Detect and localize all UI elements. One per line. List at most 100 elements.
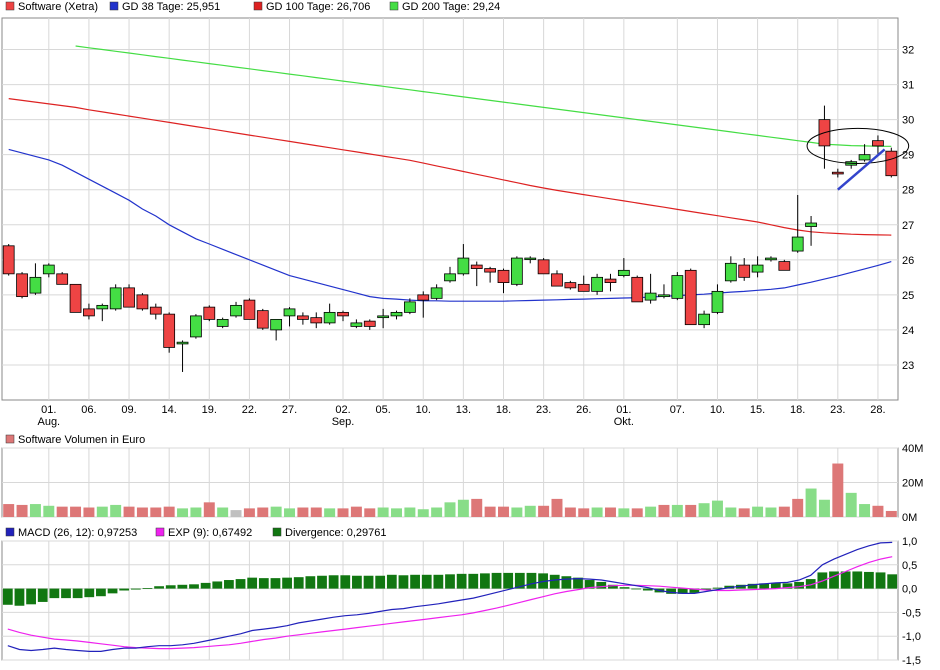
divergence-bar-68 — [794, 581, 804, 589]
candle-body-36 — [484, 268, 497, 273]
divergence-bar-5 — [61, 588, 71, 599]
divergence-bar-42 — [491, 572, 502, 589]
volume-bar-4 — [56, 506, 68, 517]
divergence-bar-33 — [386, 574, 397, 589]
price-legend-label-0: Software (Xetra) — [18, 1, 98, 13]
volume-bar-36 — [484, 506, 496, 517]
candle-body-42 — [564, 282, 577, 289]
candle-body-7 — [96, 304, 109, 310]
candle-body-34 — [457, 257, 470, 275]
candle-body-58 — [778, 261, 791, 271]
divergence-bar-39 — [456, 573, 467, 589]
price-month-label-1: Sep. — [332, 416, 355, 428]
gd100-line — [8, 98, 892, 236]
candle-body-28 — [377, 315, 390, 319]
candle-body-45 — [604, 278, 617, 283]
candle-body-13 — [176, 341, 189, 345]
price-panel-frame — [1, 17, 899, 401]
gd38-line — [8, 148, 892, 302]
volume-bar-3 — [43, 505, 55, 517]
macd-legend-swatch-1 — [155, 527, 165, 537]
volume-bar-44 — [591, 507, 603, 517]
volume-bar-33 — [444, 502, 456, 517]
volume-bar-32 — [431, 507, 443, 517]
divergence-bar-60 — [701, 588, 711, 591]
volume-bar-5 — [70, 506, 82, 517]
divergence-bar-23 — [270, 578, 281, 589]
volume-bar-20 — [270, 506, 282, 517]
divergence-bar-17 — [200, 582, 211, 589]
price-xtick-label-4: 19. — [202, 404, 217, 416]
divergence-bar-21 — [247, 577, 258, 589]
price-xtick-label-0: 01. — [41, 404, 56, 416]
volume-bar-61 — [818, 499, 830, 517]
divergence-bar-4 — [49, 588, 60, 599]
macd-ytick-label-2: 0,0 — [902, 584, 917, 596]
candle-body-55 — [738, 264, 751, 278]
divergence-bar-6 — [72, 588, 83, 599]
candle-body-27 — [363, 320, 376, 327]
candle-body-35 — [470, 264, 483, 269]
price-xtick-label-12: 23. — [536, 404, 551, 416]
volume-bar-65 — [872, 505, 884, 517]
price-ytick-label-1: 31 — [902, 80, 914, 92]
volume-bar-64 — [859, 504, 871, 517]
volume-bar-31 — [417, 509, 429, 517]
volume-bar-7 — [96, 506, 108, 517]
candle-body-54 — [724, 262, 737, 282]
price-legend-label-1: GD 38 Tage: 25,951 — [122, 1, 220, 13]
divergence-bar-35 — [410, 574, 420, 589]
volume-bar-66 — [885, 510, 897, 517]
divergence-bar-29 — [340, 575, 351, 589]
volume-bar-57 — [765, 507, 777, 517]
divergence-bar-27 — [317, 575, 327, 589]
candle-body-40 — [537, 259, 550, 275]
divergence-bar-43 — [503, 572, 514, 589]
divergence-bar-30 — [352, 575, 362, 589]
volume-bar-60 — [805, 488, 817, 517]
volume-bar-0 — [3, 504, 15, 517]
price-xtick-label-19: 23. — [830, 404, 845, 416]
candle-body-30 — [403, 301, 416, 313]
candle-body-25 — [337, 311, 349, 317]
candle-body-39 — [524, 257, 537, 260]
macd-ytick-label-0: 1,0 — [902, 536, 917, 548]
price-legend-swatch-3 — [389, 1, 399, 11]
price-xtick-label-18: 18. — [790, 404, 805, 416]
price-ytick-label-4: 28 — [902, 185, 914, 197]
price-xtick-label-9: 10. — [416, 404, 431, 416]
divergence-bar-0 — [2, 588, 13, 605]
divergence-bar-51 — [596, 581, 607, 589]
divergence-bar-45 — [526, 572, 537, 589]
price-xtick-label-6: 27. — [282, 404, 297, 416]
divergence-bar-38 — [445, 574, 455, 589]
volume-bar-37 — [498, 506, 509, 517]
volume-bar-14 — [190, 507, 202, 517]
candle-body-60 — [805, 222, 817, 227]
volume-bar-38 — [511, 507, 523, 517]
divergence-bar-37 — [433, 574, 444, 589]
volume-bar-19 — [257, 507, 269, 517]
divergence-bar-64 — [747, 583, 758, 589]
macd-legend-label-0: MACD (26, 12): 0,97253 — [18, 527, 137, 539]
divergence-bar-71 — [829, 571, 839, 589]
price-ytick-label-7: 25 — [902, 290, 914, 302]
divergence-bar-66 — [770, 582, 781, 589]
divergence-bar-15 — [177, 584, 188, 589]
divergence-bar-52 — [608, 584, 618, 589]
volume-bar-18 — [243, 508, 255, 517]
volume-bar-28 — [377, 507, 389, 517]
divergence-bar-65 — [759, 583, 770, 589]
macd-legend-swatch-0 — [5, 527, 15, 537]
price-ytick-label-5: 27 — [902, 220, 914, 232]
volume-bar-56 — [752, 506, 764, 517]
candle-body-1 — [16, 273, 28, 298]
candle-body-31 — [417, 294, 430, 301]
divergence-bar-50 — [584, 580, 595, 589]
candle-body-3 — [42, 264, 55, 275]
price-ytick-label-6: 26 — [902, 255, 914, 267]
candle-body-64 — [858, 154, 871, 161]
candle-body-21 — [283, 308, 296, 317]
candle-body-38 — [510, 257, 523, 285]
